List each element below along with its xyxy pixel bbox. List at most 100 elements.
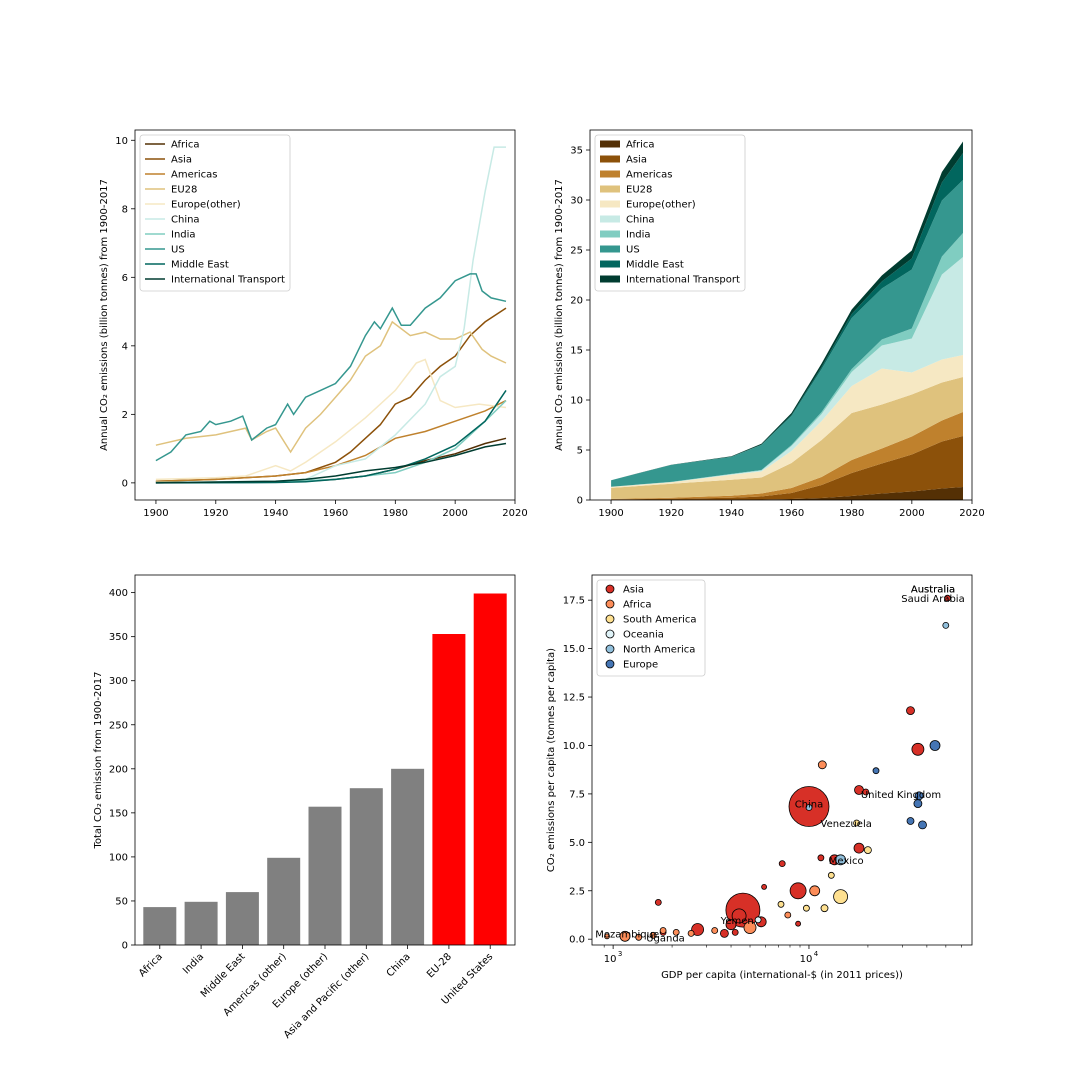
line-chart: 1900 1920 1940 1960 1980 2000 2020 0 2 4 6 8 10 Annua… bbox=[99, 129, 528, 519]
scatter-chart-point-asia bbox=[731, 908, 747, 924]
scatter-chart-legend-label-asia: Asia bbox=[623, 585, 644, 596]
scatter-chart-annotation-uganda: Uganda bbox=[646, 933, 685, 944]
bar-chart-bar-americas-other bbox=[267, 857, 301, 945]
line-chart-xtick-label: 1940 bbox=[263, 508, 288, 519]
area-chart-legend-label-europe-other: Europe(other) bbox=[626, 200, 696, 211]
scatter-chart-point-north-america bbox=[942, 622, 950, 629]
line-chart-ytick-label: 10 bbox=[115, 136, 128, 147]
area-chart-ytick-label: 5 bbox=[577, 446, 583, 457]
scatter-chart-point-south-america bbox=[777, 900, 785, 908]
scatter-chart-annotation-australia: Australia bbox=[911, 585, 955, 596]
bar-chart-bar-united-states bbox=[473, 593, 507, 945]
scatter-chart-point-oceania bbox=[754, 916, 762, 924]
line-chart-frame bbox=[134, 129, 516, 501]
scatter-chart-point-asia bbox=[911, 742, 925, 756]
scatter-chart-point-europe bbox=[906, 817, 915, 825]
line-chart-xtick-label: 1900 bbox=[143, 508, 168, 519]
scatter-chart-point-africa bbox=[659, 927, 667, 934]
bar-chart-bar-india bbox=[184, 901, 218, 945]
scatter-chart-point-africa bbox=[649, 931, 657, 939]
area-chart-legend-label-international-transport: International Transport bbox=[626, 275, 740, 286]
area-chart-series-us bbox=[611, 180, 963, 487]
scatter-chart-legend-swatch-africa bbox=[605, 599, 615, 609]
area-chart-xtick-label: 2000 bbox=[899, 508, 924, 519]
area-chart-ytick-label: 25 bbox=[570, 246, 583, 257]
scatter-chart-xtick-base: 10 bbox=[604, 954, 617, 965]
line-chart-ytick-label: 8 bbox=[122, 204, 128, 215]
scatter-chart-point-asia bbox=[778, 860, 786, 867]
area-chart-legend-label-eu28: EU28 bbox=[626, 185, 652, 196]
bar-chart-category-label-africa: Africa bbox=[137, 951, 165, 979]
line-chart-legend-label-eu28: EU28 bbox=[171, 185, 197, 196]
scatter-chart-ytick-label: 15.0 bbox=[563, 644, 585, 655]
scatter-chart-legend-label-europe: Europe bbox=[623, 660, 658, 671]
area-chart-xtick-label: 1920 bbox=[658, 508, 683, 519]
bar-chart-bar-africa bbox=[143, 907, 177, 945]
scatter-chart-frame bbox=[591, 574, 973, 946]
scatter-chart-ytick-label: 12.5 bbox=[563, 693, 585, 704]
area-chart-ytick-label: 0 bbox=[577, 496, 583, 507]
scatter-chart-point-asia bbox=[853, 842, 865, 854]
line-chart-xtick-label: 1980 bbox=[383, 508, 408, 519]
scatter-chart-legend-swatch-oceania bbox=[605, 629, 615, 639]
area-chart-xtick-label: 1980 bbox=[839, 508, 864, 519]
scatter-chart-legend-label-oceania: Oceania bbox=[623, 630, 664, 641]
scatter-chart-ytick-label: 0.0 bbox=[569, 935, 585, 946]
scatter-chart-point-asia bbox=[691, 923, 704, 936]
area-chart-series-americas bbox=[611, 412, 963, 500]
line-chart-legend-label-middle-east: Middle East bbox=[171, 260, 229, 271]
scatter-chart-point-asia bbox=[725, 919, 737, 931]
area-chart-legend-label-us: US bbox=[626, 245, 640, 256]
scatter-chart-point-south-america bbox=[833, 889, 848, 904]
bar-chart-bar-europe-other bbox=[308, 806, 342, 945]
bar-chart-ytick-label: 100 bbox=[109, 852, 128, 863]
scatter-chart-point-africa bbox=[743, 921, 757, 934]
bar-chart-category-label-china: China bbox=[385, 951, 413, 979]
scatter-chart-point-africa bbox=[711, 927, 719, 934]
scatter-chart-point-asia bbox=[720, 929, 729, 938]
scatter-chart-point-asia bbox=[731, 929, 739, 936]
scatter-chart-annotation-mexico: Mexico bbox=[829, 856, 864, 867]
area-chart-legend-swatch-middle-east bbox=[600, 260, 620, 268]
scatter-chart-legend-label-north-america: North America bbox=[623, 645, 695, 656]
area-chart-legend-swatch-us bbox=[600, 245, 620, 253]
scatter-chart-point-asia bbox=[789, 882, 807, 900]
bar-chart-ytick-label: 150 bbox=[109, 808, 128, 819]
area-chart-ytick-label: 20 bbox=[570, 296, 583, 307]
bar-chart-bar-asia-and-pacific-other bbox=[349, 788, 383, 945]
scatter-chart-point-south-america bbox=[827, 871, 835, 879]
area-chart-legend-label-middle-east: Middle East bbox=[626, 260, 684, 271]
bar-chart-category-label-asia-and-pacific-other: Asia and Pacific (other) bbox=[282, 951, 372, 1041]
line-chart-legend-label-africa: Africa bbox=[171, 140, 200, 151]
scatter-chart-point-north-america bbox=[805, 804, 813, 811]
scatter-chart-point-south-america bbox=[864, 846, 872, 854]
scatter-chart-point-south-america bbox=[853, 819, 860, 827]
scatter-chart-point-asia bbox=[761, 884, 767, 890]
scatter-chart-legend-swatch-europe bbox=[605, 659, 615, 669]
area-chart-ylabel: Annual CO₂ emissions (billion tonnes) fr… bbox=[554, 179, 565, 451]
scatter-chart-point-africa bbox=[672, 929, 680, 936]
line-chart-series-international-transport bbox=[155, 442, 507, 484]
area-chart-legend-label-africa: Africa bbox=[626, 140, 655, 151]
bar-chart-ytick-label: 200 bbox=[109, 764, 128, 775]
scatter-chart-point-africa bbox=[809, 885, 821, 897]
scatter-chart-legend-label-africa: Africa bbox=[623, 600, 652, 611]
scatter-chart-ylabel: CO₂ emissions per capita (tonnes per cap… bbox=[546, 648, 557, 872]
scatter-chart-point-asia bbox=[817, 854, 825, 862]
bar-chart-ytick-label: 400 bbox=[109, 588, 128, 599]
bar-chart-ytick-label: 0 bbox=[122, 941, 128, 952]
scatter-chart-point-south-america bbox=[803, 904, 810, 912]
scatter-chart-annotation-united-kingdom: United Kingdom bbox=[861, 790, 941, 801]
scatter-chart-annotation-australia: Australia bbox=[911, 585, 955, 596]
line-chart-ytick-label: 0 bbox=[122, 478, 128, 489]
area-chart-legend-label-india: India bbox=[626, 230, 651, 241]
scatter-chart-point-africa bbox=[635, 933, 643, 941]
line-chart-series-americas bbox=[155, 399, 507, 482]
line-chart-legend-label-europe-other: Europe(other) bbox=[171, 200, 241, 211]
area-chart-series-africa bbox=[611, 487, 963, 500]
bar-chart-ytick-label: 350 bbox=[109, 632, 128, 643]
scatter-chart-point-asia bbox=[654, 899, 662, 906]
